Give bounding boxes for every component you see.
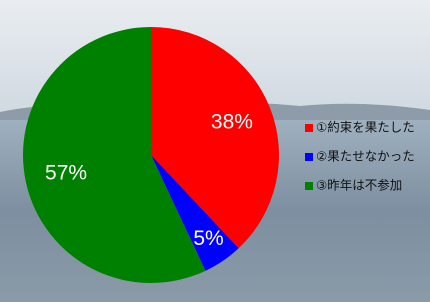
data-label: 5% [193, 227, 223, 250]
data-label: 57% [45, 162, 87, 185]
legend: ①約束を果たした ②果たせなかった ③昨年は不参加 [305, 120, 415, 193]
legend-swatch [305, 182, 313, 190]
pie: 38% 5% 57% [23, 27, 279, 283]
legend-label: ①約束を果たした [316, 120, 415, 135]
legend-label: ②果たせなかった [316, 149, 415, 164]
legend-swatch [305, 124, 313, 132]
legend-label: ③昨年は不参加 [316, 178, 402, 193]
page: {"chart_data": {"type": "pie", "categori… [0, 0, 430, 302]
data-label: 38% [211, 111, 253, 134]
legend-swatch [305, 153, 313, 161]
chart: 38% 5% 57% ①約束を果たした ②果たせなかった ③昨年は不参加 [0, 0, 430, 302]
